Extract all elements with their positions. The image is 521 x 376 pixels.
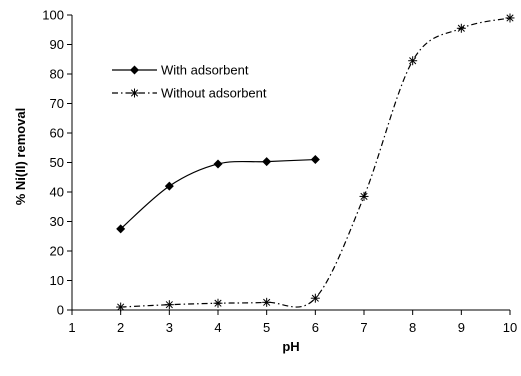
y-tick-label: 50 — [50, 155, 64, 170]
legend-marker-diamond — [130, 65, 139, 75]
y-tick-label: 90 — [50, 37, 64, 52]
y-tick-group: 0 10 20 30 40 50 60 70 80 90 100 — [42, 8, 72, 318]
data-point-without-adsorbent — [116, 302, 126, 312]
data-point-without-adsorbent — [164, 300, 174, 310]
x-tick-label: 9 — [458, 320, 465, 335]
series-line-without-adsorbent — [120, 17, 511, 308]
x-axis: 1 2 3 4 5 6 7 8 9 10 — [68, 309, 517, 335]
data-point-with-adsorbent — [116, 224, 126, 234]
y-tick-label: 100 — [42, 8, 64, 23]
x-tick-label: 5 — [263, 320, 270, 335]
y-tick-label: 80 — [50, 67, 64, 82]
legend-label-with-adsorbent: With adsorbent — [161, 63, 249, 78]
legend-marker-asterisk — [130, 88, 139, 98]
x-tick-label: 6 — [312, 320, 319, 335]
data-point-without-adsorbent — [359, 191, 369, 201]
data-point-with-adsorbent — [164, 181, 174, 191]
legend-item-without-adsorbent: Without adsorbent — [112, 86, 267, 101]
x-tick-label: 3 — [166, 320, 173, 335]
data-point-with-adsorbent — [213, 159, 223, 169]
x-axis-title: pH — [282, 339, 299, 354]
y-axis: 0 10 20 30 40 50 60 70 80 90 100 — [42, 8, 73, 318]
x-tick-label: 2 — [117, 320, 124, 335]
y-tick-label: 20 — [50, 244, 64, 259]
series-layer — [116, 13, 515, 312]
data-point-without-adsorbent — [213, 298, 223, 308]
y-tick-label: 10 — [50, 273, 64, 288]
y-axis-title: % Ni(II) removal — [13, 108, 28, 206]
x-tick-label: 8 — [409, 320, 416, 335]
y-tick-label: 60 — [50, 126, 64, 141]
data-point-without-adsorbent — [456, 23, 466, 33]
y-tick-label: 40 — [50, 185, 64, 200]
data-point-without-adsorbent — [262, 297, 272, 307]
data-point-with-adsorbent — [262, 157, 272, 167]
legend-label-without-adsorbent: Without adsorbent — [161, 86, 267, 101]
data-point-without-adsorbent — [505, 13, 515, 23]
data-point-with-adsorbent — [310, 155, 320, 165]
y-tick-label: 0 — [57, 303, 64, 318]
y-tick-label: 30 — [50, 214, 64, 229]
data-point-without-adsorbent — [408, 56, 418, 66]
legend: With adsorbent Without adsorbent — [112, 63, 267, 101]
x-tick-label: 10 — [503, 320, 517, 335]
y-tick-label: 70 — [50, 96, 64, 111]
x-tick-group: 1 2 3 4 5 6 7 8 9 10 — [68, 310, 517, 335]
data-point-without-adsorbent — [310, 293, 320, 303]
x-tick-label: 1 — [68, 320, 75, 335]
x-tick-label: 7 — [360, 320, 367, 335]
legend-item-with-adsorbent: With adsorbent — [112, 63, 249, 78]
series-line-with-adsorbent — [120, 158, 316, 230]
x-tick-label: 4 — [214, 320, 221, 335]
